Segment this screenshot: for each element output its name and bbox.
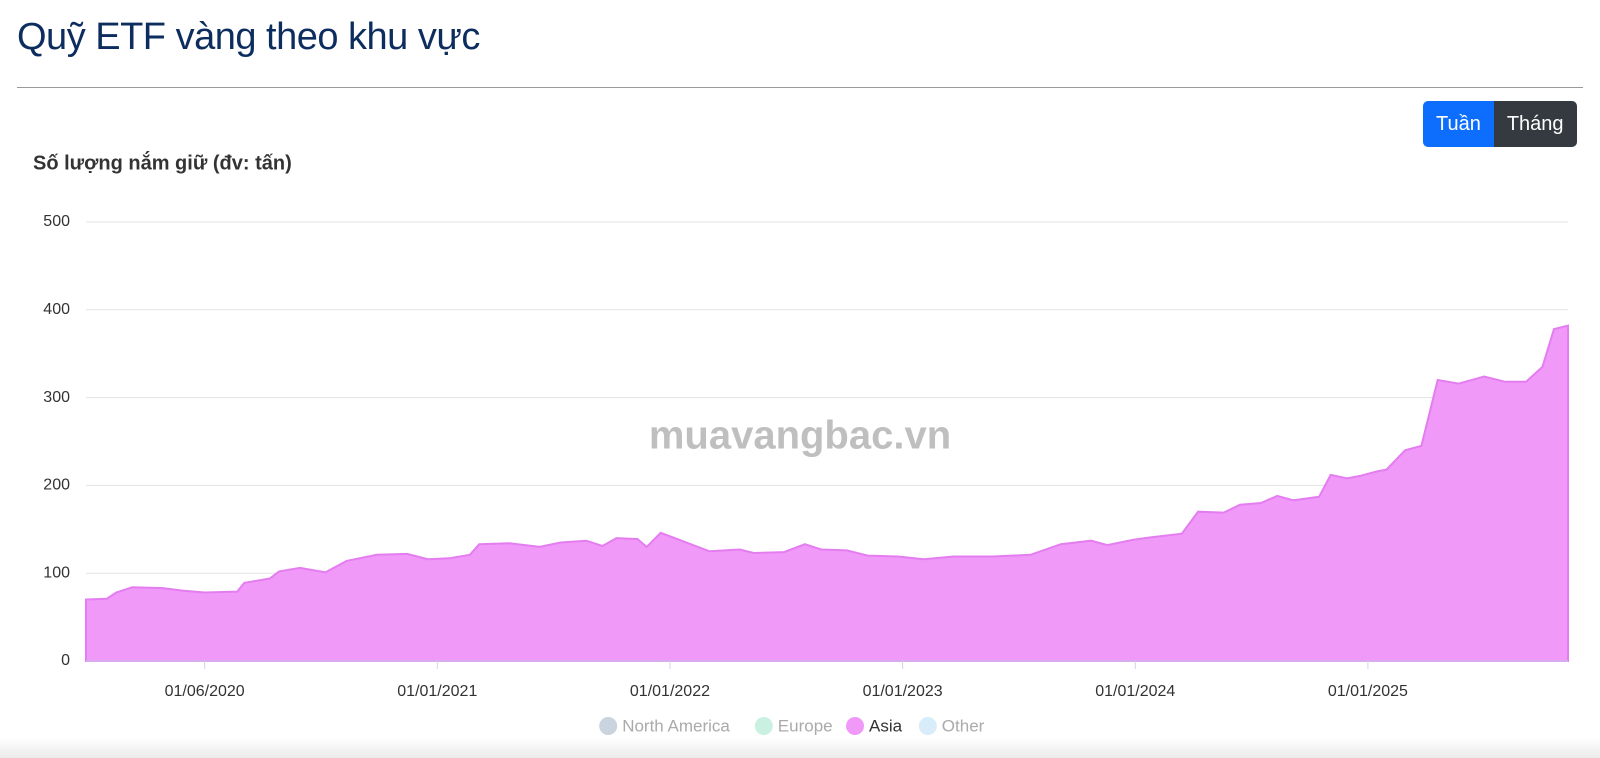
x-tick-label: 01/01/2023 bbox=[863, 683, 943, 700]
legend-label[interactable]: North America bbox=[622, 716, 730, 735]
legend-swatch[interactable] bbox=[918, 717, 937, 735]
y-tick-label: 0 bbox=[61, 652, 70, 669]
legend-swatch[interactable] bbox=[846, 717, 864, 735]
x-tick-label: 01/01/2021 bbox=[397, 683, 477, 700]
legend-label[interactable]: Asia bbox=[869, 716, 903, 735]
page-title: Quỹ ETF vàng theo khu vực bbox=[17, 16, 480, 58]
legend-label[interactable]: Other bbox=[942, 716, 985, 735]
y-tick-label: 500 bbox=[43, 213, 70, 230]
x-tick-label: 01/01/2024 bbox=[1095, 683, 1175, 700]
watermark: muavangbac.vn bbox=[649, 414, 951, 458]
area bbox=[85, 324, 1569, 662]
legend-label[interactable]: Europe bbox=[778, 716, 833, 735]
chart-title: Số lượng nắm giữ (đv: tấn) bbox=[33, 150, 292, 174]
legend-swatch[interactable] bbox=[754, 717, 773, 735]
legend-swatch[interactable] bbox=[599, 717, 618, 735]
x-tick-label: 01/06/2020 bbox=[165, 683, 245, 700]
y-tick-label: 400 bbox=[43, 301, 70, 318]
y-tick-label: 200 bbox=[43, 477, 70, 494]
bottom-shade bbox=[0, 738, 1600, 758]
legend: North America Europe Asia Other bbox=[599, 716, 985, 735]
y-tick-label: 300 bbox=[43, 389, 70, 406]
x-tick-label: 01/01/2025 bbox=[1328, 683, 1408, 700]
x-tick-label: 01/01/2022 bbox=[630, 683, 710, 700]
divider bbox=[17, 87, 1583, 88]
period-toggle: Tuần Tháng bbox=[1423, 101, 1577, 147]
y-tick-label: 100 bbox=[43, 564, 70, 581]
period-button[interactable]: Tuần bbox=[1423, 101, 1494, 147]
period-button[interactable]: Tháng bbox=[1493, 101, 1577, 147]
